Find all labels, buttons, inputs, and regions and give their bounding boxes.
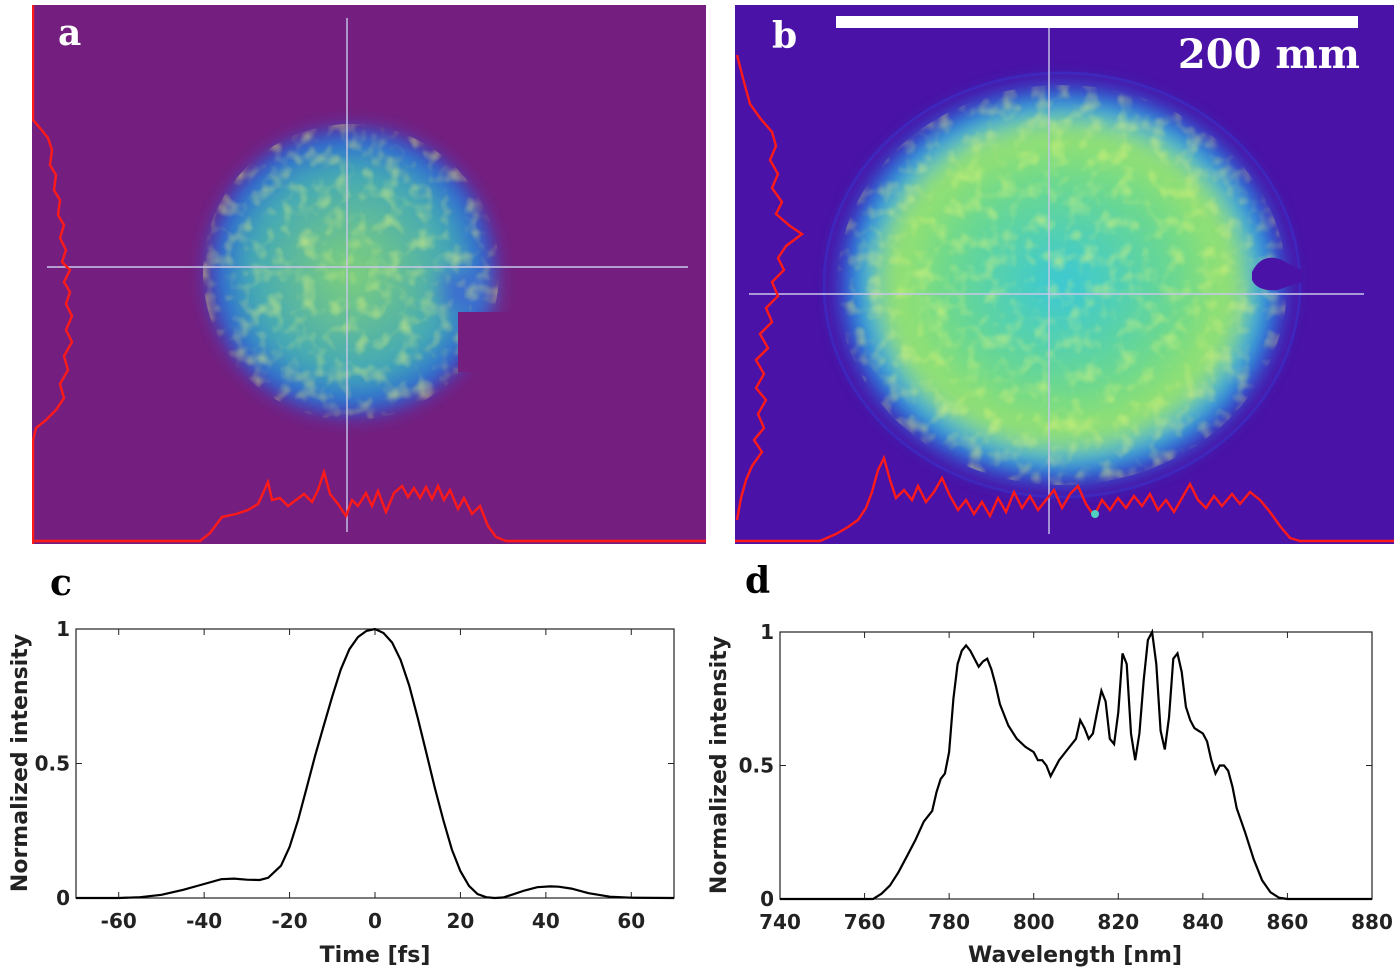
chart-c-x-tick-label: -40: [186, 909, 222, 933]
chart-c-y-axis-label: Normalized intensity: [8, 634, 33, 892]
chart-c-axes-box: [75, 628, 675, 899]
panel-a-image: [32, 5, 706, 544]
chart-d-axes-box: [779, 631, 1373, 900]
chart-d-x-tick-label: 840: [1182, 910, 1224, 934]
panel-b-vertical-lineout: [735, 54, 805, 521]
chart-c-y-tick-label: 0.5: [35, 752, 70, 776]
chart-d-y-tick-label: 1: [760, 620, 774, 644]
scale-bar-label: 200 mm: [1178, 31, 1360, 78]
chart-c-series-line: [76, 627, 675, 900]
chart-c-x-tick-label: 20: [447, 909, 475, 933]
chart-d-x-tick-label: 800: [1013, 910, 1055, 934]
chart-d-x-tick-label: 760: [844, 910, 886, 934]
panel-b-horizontal-lineout: [735, 454, 1394, 543]
panel-c-letter: c: [50, 562, 72, 604]
chart-c-x-tick-label: -60: [101, 909, 137, 933]
chart-d-x-axis-label: Wavelength [nm]: [968, 943, 1182, 968]
chart-d-y-tick-label: 0.5: [739, 754, 774, 778]
panel-a-vertical-lineout: [32, 5, 74, 544]
chart-d-y-axis-label: Normalized intensity: [707, 636, 732, 894]
scale-bar: [836, 16, 1358, 28]
chart-c-x-tick-label: 0: [368, 909, 382, 933]
chart-c-y-tick-label: 1: [56, 617, 70, 641]
chart-d-x-tick-label: 780: [928, 910, 970, 934]
chart-d-x-tick-label: 820: [1097, 910, 1139, 934]
chart-d-y-tick-label: 0: [760, 887, 774, 911]
panel-d-letter: d: [745, 560, 770, 602]
panel-b-image: 200 mm: [735, 5, 1394, 544]
chart-d-series-line: [780, 628, 1372, 901]
panel-b-letter: b: [772, 15, 797, 57]
chart-c: -60 -40 -20 0 20 40 60 0 0.5 1 Time [fs] Normaliz…: [8, 617, 675, 968]
panel-a-letter: a: [58, 12, 81, 54]
chart-d: 740 760 780 800 820 840 860 880 0 0.5 1 Wavelength…: [707, 620, 1393, 968]
panel-a-horizontal-lineout: [32, 467, 706, 543]
chart-d-x-tick-label: 880: [1351, 910, 1393, 934]
chart-d-x-tick-label: 860: [1267, 910, 1309, 934]
chart-c-x-tick-label: 60: [617, 909, 645, 933]
panel-a-notch: [458, 312, 538, 372]
chart-c-x-tick-label: 40: [532, 909, 560, 933]
chart-d-x-tick-label: 740: [759, 910, 801, 934]
chart-c-x-tick-label: -20: [272, 909, 308, 933]
panel-b-notch: [1252, 257, 1302, 291]
chart-c-x-axis-label: Time [fs]: [320, 943, 431, 968]
chart-c-y-tick-label: 0: [56, 886, 70, 910]
